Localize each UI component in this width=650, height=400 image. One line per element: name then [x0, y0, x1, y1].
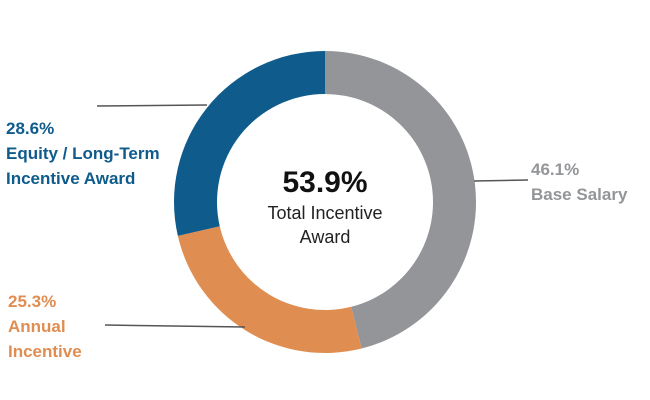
slice-percent-base-salary: 46.1% [531, 160, 580, 179]
leader-line-annual [104, 324, 246, 328]
leader-lines [96, 104, 529, 328]
donut-center: 53.9% Total Incentive Award [225, 165, 425, 249]
slice-equity-long-term [173, 50, 325, 236]
slice-annual-incentive [177, 226, 362, 353]
center-caption-line2: Award [299, 227, 351, 247]
slice-name-annual-line1: Annual [8, 317, 66, 336]
slice-label-base-salary: 46.1% Base Salary [531, 157, 627, 207]
slice-name-base-salary: Base Salary [531, 185, 628, 204]
center-caption-line1: Total Incentive [267, 203, 383, 223]
slice-name-equity-line2: Incentive Award [6, 169, 136, 188]
slice-name-equity-line1: Equity / Long-Term [6, 144, 160, 163]
slice-percent-equity: 28.6% [6, 119, 55, 138]
slice-label-annual-incentive: 25.3% Annual Incentive [8, 289, 82, 364]
slice-name-annual-line2: Incentive [8, 342, 82, 361]
slice-base-salary [325, 51, 476, 349]
leader-line-equity [96, 104, 208, 107]
slices-group [173, 50, 476, 353]
center-value: 53.9% [282, 166, 368, 199]
leader-line-base [473, 179, 529, 182]
slice-label-equity: 28.6% Equity / Long-Term Incentive Award [6, 116, 160, 191]
slice-percent-annual-incentive: 25.3% [8, 292, 57, 311]
